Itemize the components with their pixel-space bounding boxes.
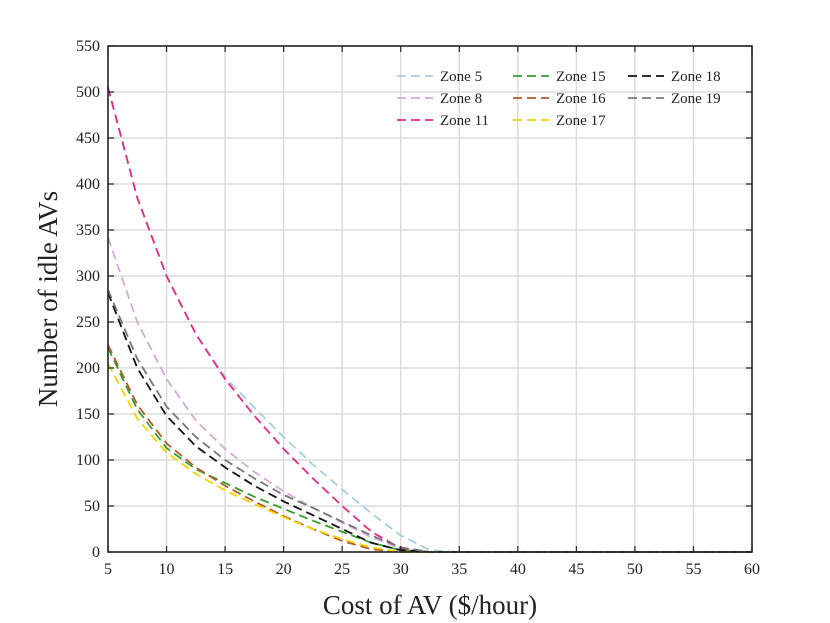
legend-label-zone-17: Zone 17 [556, 113, 606, 129]
y-tick-label: 150 [76, 406, 100, 423]
x-tick-label: 15 [217, 561, 233, 578]
legend-label-zone-16: Zone 16 [556, 91, 606, 107]
y-axis-ticks: 0 50 100 150 200 250 300 350 400 450 500 550 [76, 38, 752, 561]
y-tick-label: 450 [76, 130, 100, 147]
series-line-zone-19 [107, 289, 752, 553]
y-tick-label: 550 [76, 38, 100, 55]
x-axis-ticks: 5 10 15 20 25 30 35 40 45 50 55 60 [104, 46, 760, 578]
x-axis-title: Cost of AV ($/hour) [323, 590, 537, 620]
x-tick-label: 35 [451, 561, 467, 578]
x-tick-label: 5 [104, 561, 112, 578]
x-tick-label: 25 [334, 561, 350, 578]
series-line-zone-15 [107, 347, 752, 553]
series-line-zone-8 [107, 237, 752, 553]
y-tick-label: 50 [84, 498, 100, 515]
y-tick-label: 500 [76, 84, 100, 101]
legend: Zone 5 Zone 8 Zone 11 Zone 15 Zone 16 Zone 17… [397, 69, 721, 129]
series-line-zone-18 [107, 292, 752, 553]
x-tick-label: 60 [744, 561, 760, 578]
legend-label-zone-19: Zone 19 [671, 91, 721, 107]
legend-label-zone-15: Zone 15 [556, 69, 606, 85]
y-tick-label: 300 [76, 268, 100, 285]
y-tick-label: 200 [76, 360, 100, 377]
x-tick-label: 50 [627, 561, 643, 578]
series-line-zone-17 [107, 362, 752, 553]
series-lines [107, 87, 752, 553]
y-tick-label: 100 [76, 452, 100, 469]
x-tick-label: 55 [685, 561, 701, 578]
y-tick-label: 250 [76, 314, 100, 331]
x-tick-label: 40 [510, 561, 526, 578]
legend-label-zone-5: Zone 5 [440, 69, 482, 85]
legend-label-zone-8: Zone 8 [440, 91, 482, 107]
series-line-zone-16 [107, 344, 752, 553]
x-tick-label: 10 [159, 561, 175, 578]
y-axis-title: Number of idle AVs [33, 191, 63, 407]
grid [108, 46, 752, 552]
y-tick-label: 400 [76, 176, 100, 193]
x-tick-label: 45 [568, 561, 584, 578]
y-tick-label: 350 [76, 222, 100, 239]
x-tick-label: 30 [393, 561, 409, 578]
series-line-zone-5 [107, 87, 752, 553]
y-tick-label: 0 [92, 544, 100, 561]
plot-frame [107, 45, 753, 553]
series-line-zone-11 [107, 87, 752, 553]
x-tick-label: 20 [276, 561, 292, 578]
legend-label-zone-11: Zone 11 [440, 113, 489, 129]
legend-label-zone-18: Zone 18 [671, 69, 721, 85]
